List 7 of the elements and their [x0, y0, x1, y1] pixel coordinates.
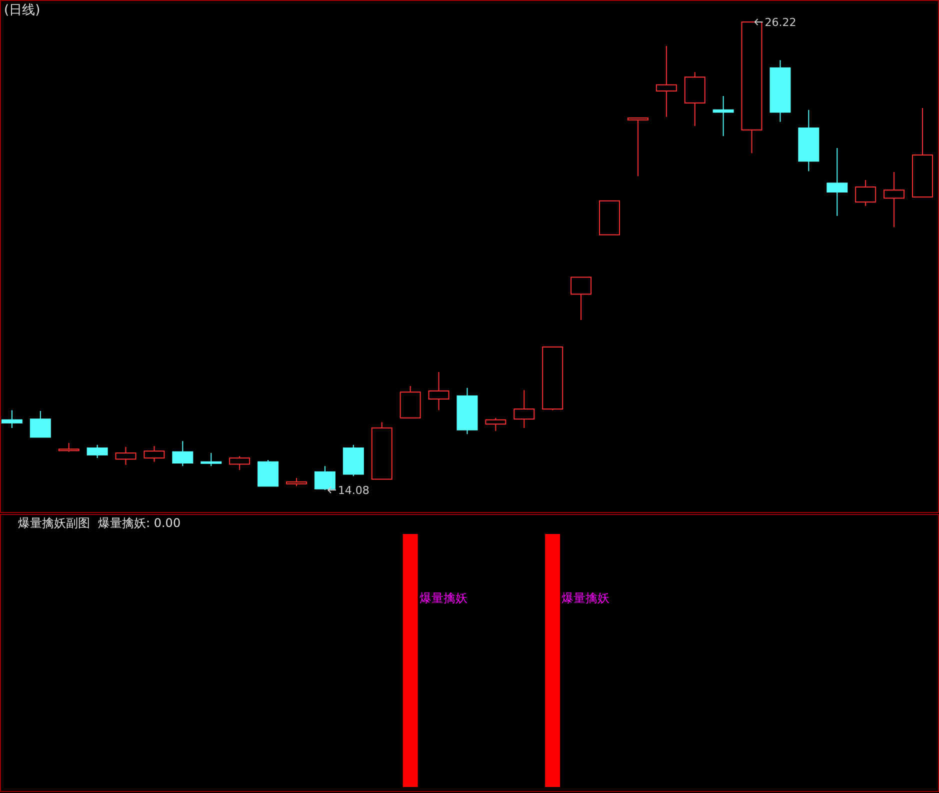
chart-title: (日线) — [4, 3, 40, 18]
text: 26.22 — [764, 16, 796, 29]
chart-title: 爆量擒妖副图 — [18, 516, 90, 530]
chart-subtitle: 爆量擒妖: 0.00 — [98, 516, 181, 530]
annotation: 爆量擒妖 — [562, 591, 610, 605]
annotation: 爆量擒妖 — [419, 591, 468, 605]
text: 14.08 — [338, 484, 370, 497]
